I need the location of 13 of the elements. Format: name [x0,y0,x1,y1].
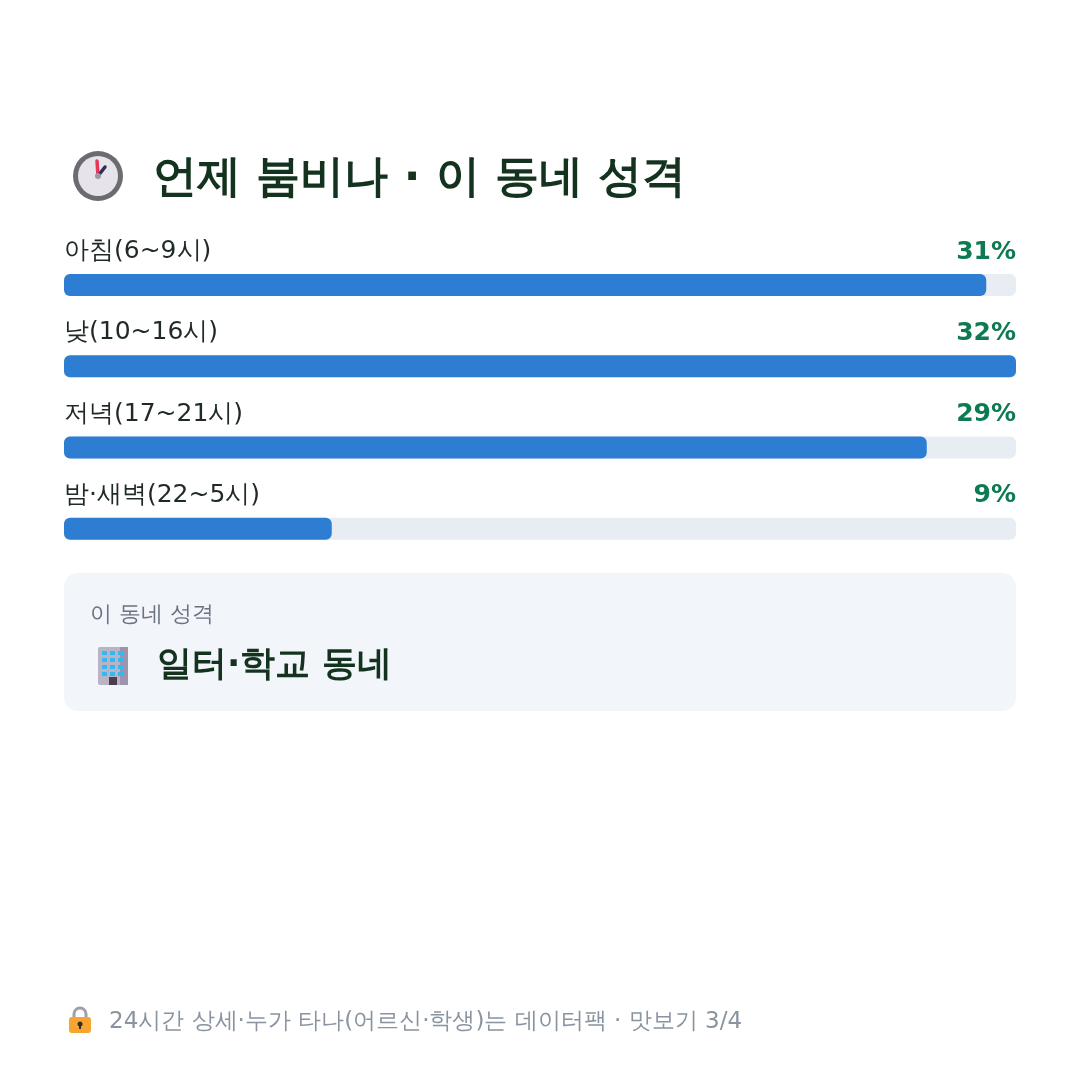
y-tick-label: 저녁(17~21시) [64,397,244,427]
text: 이 동네 성격 [90,600,214,628]
data-label: 32% [956,316,1016,346]
text: 24시간 상세·누가 타나(어르신·학생)는 데이터팩 · 맛보기 3/4 [109,1006,743,1035]
chart-title: 언제 붐비나 · 이 동네 성격 [153,149,687,203]
data-label: 31% [956,235,1016,265]
y-tick-label: 아침(6~9시) [64,235,212,265]
data-label: 29% [956,398,1016,427]
y-tick-label: 밤·새벽(22~5시) [64,478,261,508]
text: 일터·학교 동네 [157,642,393,685]
data-label: 9% [973,479,1016,509]
y-tick-label: 낮(10~16시) [64,316,219,346]
bar [64,517,332,540]
